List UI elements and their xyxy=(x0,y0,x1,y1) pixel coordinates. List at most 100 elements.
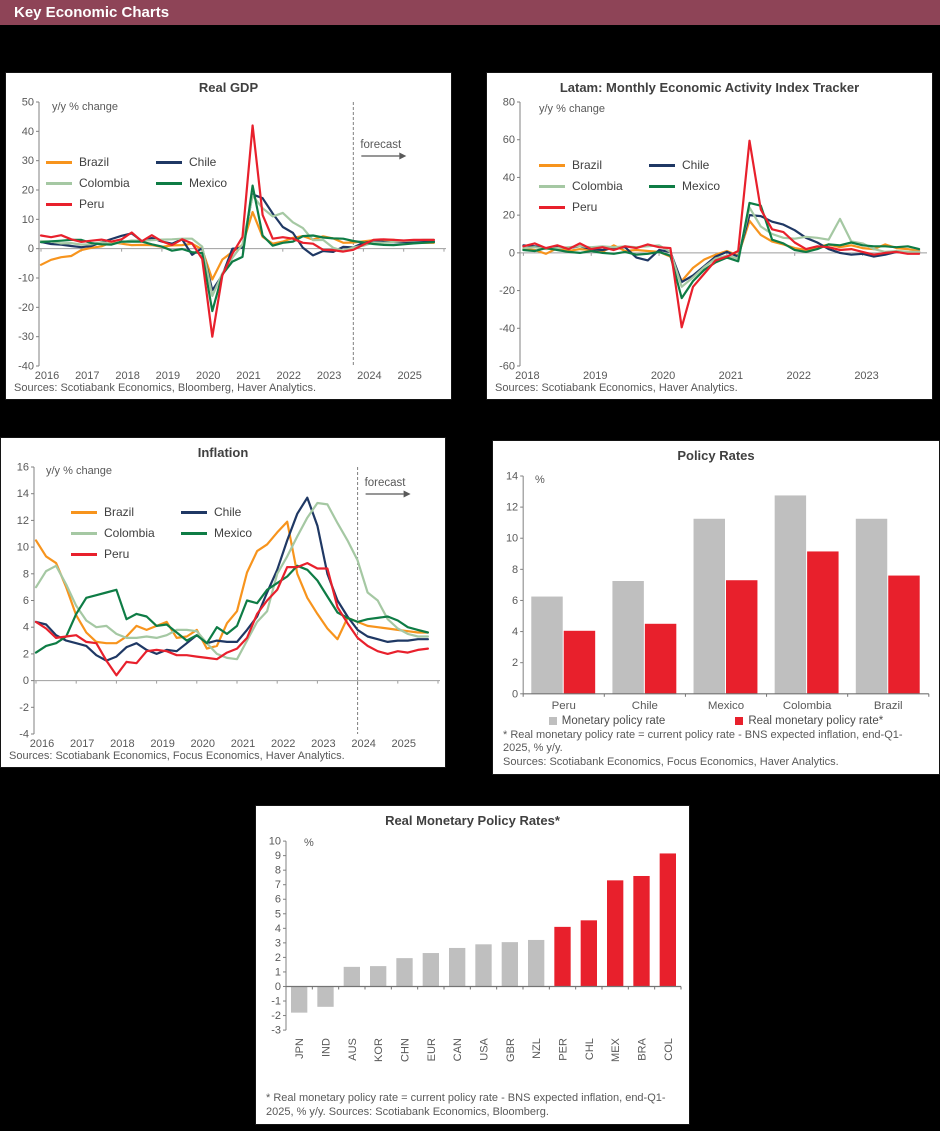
legend-swatch xyxy=(548,716,557,725)
svg-text:2018: 2018 xyxy=(115,370,139,382)
legend-swatch xyxy=(46,181,72,185)
legend-swatch xyxy=(181,510,207,514)
svg-text:NZL: NZL xyxy=(531,1038,543,1059)
legend-item: Colombia xyxy=(71,524,181,542)
svg-text:-20: -20 xyxy=(18,302,34,314)
page-title: Key Economic Charts xyxy=(14,4,170,21)
svg-text:Brazil: Brazil xyxy=(874,700,903,712)
forecast-label: forecast xyxy=(360,139,402,151)
legend-item: Peru xyxy=(539,198,649,216)
svg-text:CHN: CHN xyxy=(400,1038,412,1062)
legend-item: Peru xyxy=(46,195,156,213)
legend-swatch xyxy=(735,716,744,725)
svg-text:-4: -4 xyxy=(19,729,29,741)
svg-text:BRA: BRA xyxy=(637,1037,649,1060)
chart-panel-real-gdp: Real GDP -40 -30 -20 -10 0 10 20 30 40 50 2016 2017… xyxy=(5,72,452,400)
legend-item: Monetary policy rate xyxy=(548,715,665,727)
svg-text:2020: 2020 xyxy=(651,370,675,382)
legend-item: Colombia xyxy=(539,177,649,195)
legend-item: Real monetary policy rate* xyxy=(735,715,883,727)
svg-text:2018: 2018 xyxy=(515,370,539,382)
chart-panel-real-monetary-policy-rates: Real Monetary Policy Rates* -3 -2 -1 0 1 2 3 4 5… xyxy=(255,805,690,1125)
svg-text:0: 0 xyxy=(512,688,518,700)
svg-text:2025: 2025 xyxy=(397,370,421,382)
chart-panel-policy-rates: Policy Rates 0 2 4 6 8 10 12 14 Peru Chile Mexico C… xyxy=(492,440,940,775)
policy-rates-plot: 0 2 4 6 8 10 12 14 Peru Chile Mexico Colombia Brazil xyxy=(506,470,930,712)
legend-item: Brazil xyxy=(71,503,181,521)
legend-item: Mexico xyxy=(649,177,720,195)
svg-text:MEX: MEX xyxy=(610,1037,622,1062)
legend-swatch xyxy=(539,163,565,167)
svg-text:0: 0 xyxy=(509,247,515,259)
svg-text:Colombia: Colombia xyxy=(783,700,832,712)
legend-item: Brazil xyxy=(539,156,649,174)
svg-text:2021: 2021 xyxy=(231,738,255,750)
svg-text:Mexico: Mexico xyxy=(708,700,744,712)
legend-swatch xyxy=(539,205,565,209)
svg-text:IND: IND xyxy=(321,1038,333,1057)
chart-area: 0 2 4 6 8 10 12 14 Peru Chile Mexico Colombia Brazil… xyxy=(493,464,939,714)
svg-text:12: 12 xyxy=(506,502,518,514)
svg-text:80: 80 xyxy=(503,97,515,109)
svg-text:10: 10 xyxy=(269,836,281,848)
svg-text:6: 6 xyxy=(275,894,281,906)
legend-swatch xyxy=(649,163,675,167)
svg-text:2023: 2023 xyxy=(317,370,341,382)
svg-text:2019: 2019 xyxy=(156,370,180,382)
axis-unit-label: % xyxy=(304,837,314,849)
svg-text:-60: -60 xyxy=(499,361,515,373)
legend-swatch xyxy=(71,552,97,556)
svg-text:7: 7 xyxy=(275,879,281,891)
svg-text:0: 0 xyxy=(28,243,34,255)
svg-text:-2: -2 xyxy=(19,702,29,714)
real-gdp-plot: -40 -30 -20 -10 0 10 20 30 40 50 2016 2017 2018 2019 2… xyxy=(18,97,446,382)
svg-text:8: 8 xyxy=(275,865,281,877)
svg-text:-3: -3 xyxy=(271,1025,281,1037)
svg-text:2022: 2022 xyxy=(271,738,295,750)
chart-area: -60 -40 -20 0 20 40 60 80 2018 2019 2020 2021 2022 20… xyxy=(487,96,932,382)
chart-title: Inflation xyxy=(197,445,249,460)
axis-unit-label: y/y % change xyxy=(52,101,119,113)
svg-text:CHL: CHL xyxy=(584,1038,596,1060)
footnote-definition: * Real monetary policy rate = current po… xyxy=(266,1092,666,1118)
svg-text:12: 12 xyxy=(17,515,29,527)
legend-swatch xyxy=(156,181,182,185)
chart-footnote: * Real monetary policy rate = current po… xyxy=(493,729,939,774)
svg-text:2024: 2024 xyxy=(351,738,375,750)
svg-text:2022: 2022 xyxy=(277,370,301,382)
forecast-label: forecast xyxy=(364,477,406,489)
axis-unit-label: y/y % change xyxy=(539,103,606,115)
svg-text:4: 4 xyxy=(275,923,281,935)
svg-text:2020: 2020 xyxy=(191,738,215,750)
chart-title: Policy Rates xyxy=(677,448,755,463)
chart-panel-inflation: Inflation -4 -2 0 2 4 6 8 10 12 14 16 2016 2017 2018 2… xyxy=(0,437,446,768)
legend-swatch xyxy=(539,184,565,188)
legend: Brazil Chile Colombia Mexico Peru xyxy=(71,503,252,563)
footnote-definition: * Real monetary policy rate = current po… xyxy=(503,728,903,755)
svg-text:8: 8 xyxy=(512,564,518,576)
svg-text:2017: 2017 xyxy=(75,370,99,382)
legend-swatch xyxy=(46,160,72,164)
svg-text:40: 40 xyxy=(503,172,515,184)
svg-text:2019: 2019 xyxy=(150,738,174,750)
sources-note: Sources: Scotiabank Economics, Haver Ana… xyxy=(495,382,738,394)
svg-text:Chile: Chile xyxy=(632,700,658,712)
svg-text:GBR: GBR xyxy=(505,1038,517,1062)
svg-text:-20: -20 xyxy=(499,285,515,297)
sources-note: Sources: Scotiabank Economics, Bloomberg… xyxy=(14,382,317,394)
legend: Brazil Chile Colombia Mexico Peru xyxy=(46,153,227,213)
legend-item: Chile xyxy=(156,153,227,171)
svg-text:-10: -10 xyxy=(18,273,34,285)
svg-text:-2: -2 xyxy=(271,1010,281,1022)
svg-text:2022: 2022 xyxy=(786,370,810,382)
legend-swatch xyxy=(181,531,207,535)
svg-text:2020: 2020 xyxy=(196,370,220,382)
svg-text:COL: COL xyxy=(663,1038,675,1061)
legend: Brazil Chile Colombia Mexico Peru xyxy=(539,156,720,216)
chart-area: -3 -2 -1 0 1 2 3 4 5 6 7 8 9 10 JPN IND AUS KOR CHN EUR CAN U… xyxy=(256,829,689,1092)
svg-text:8: 8 xyxy=(23,568,29,580)
svg-text:Peru: Peru xyxy=(552,700,576,712)
svg-text:2016: 2016 xyxy=(35,370,59,382)
svg-text:20: 20 xyxy=(22,185,34,197)
svg-text:10: 10 xyxy=(17,542,29,554)
